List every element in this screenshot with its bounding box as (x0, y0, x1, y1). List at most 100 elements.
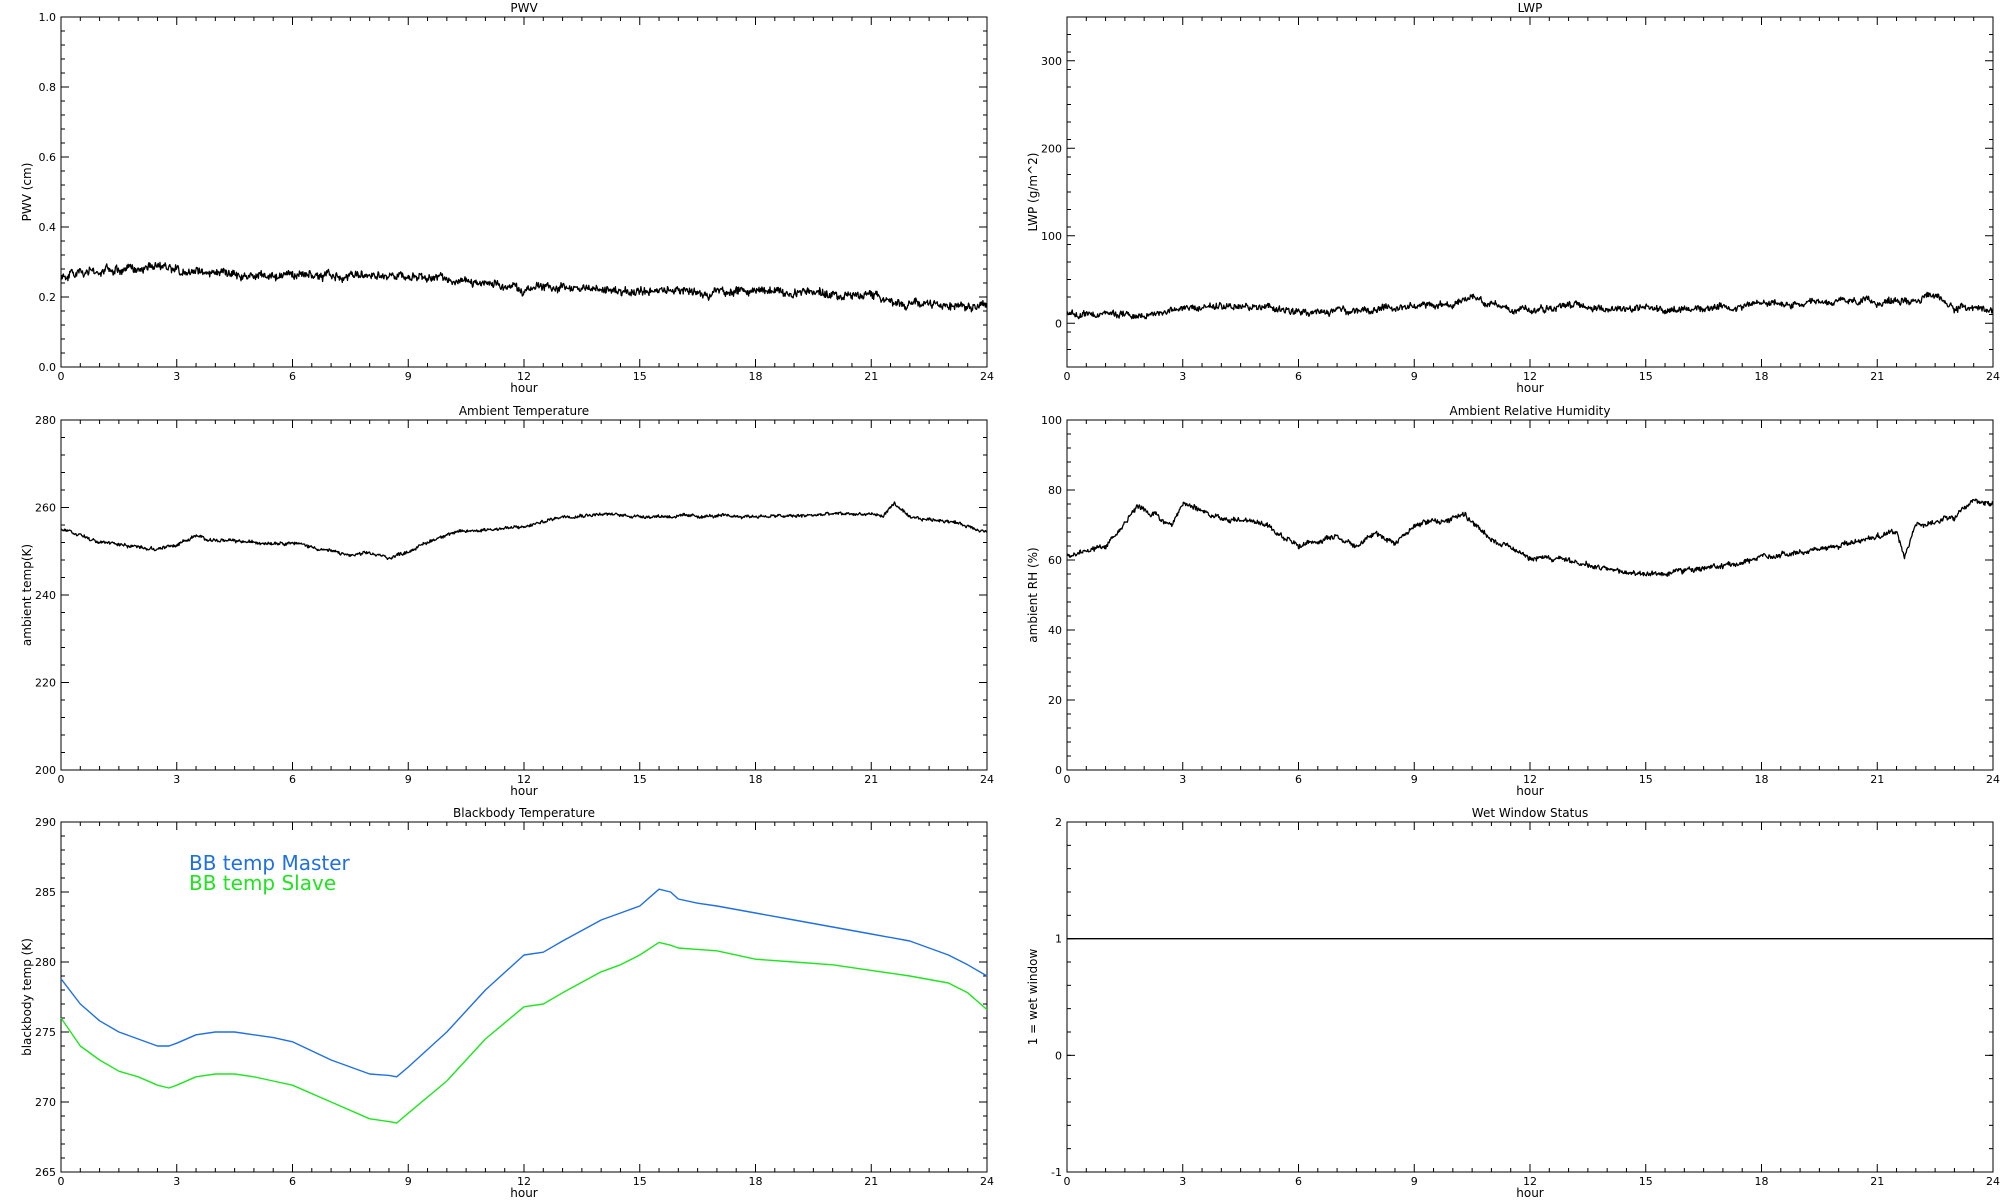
y-tick-label: 270 (35, 1096, 56, 1109)
x-tick-label: 18 (1755, 370, 1769, 383)
y-tick-label: 0.0 (39, 361, 57, 374)
y-tick-label: 100 (1041, 414, 1062, 427)
x-tick-label: 24 (980, 773, 994, 786)
x-tick-label: 21 (1870, 773, 1884, 786)
x-tick-label: 0 (58, 773, 65, 786)
series-line-1 (60, 888, 988, 1078)
x-tick-label: 18 (1755, 773, 1769, 786)
legend-entry-2: BB temp Slave (189, 871, 336, 895)
y-tick-label: 100 (1041, 230, 1062, 243)
x-tick-label: 6 (1295, 370, 1302, 383)
y-tick-label: -1 (1051, 1166, 1062, 1179)
series-line-1 (60, 261, 988, 313)
plot-frame (1066, 419, 1994, 771)
x-axis-label: hour (510, 784, 538, 798)
y-tick-label: 290 (35, 816, 56, 829)
y-tick-label: 280 (35, 414, 56, 427)
x-tick-label: 3 (1179, 1175, 1186, 1188)
x-axis-label: hour (510, 381, 538, 395)
x-tick-label: 0 (1064, 370, 1071, 383)
x-tick-label: 21 (864, 370, 878, 383)
chart-title: Blackbody Temperature (453, 806, 595, 820)
chart-title: Ambient Relative Humidity (1450, 404, 1611, 418)
x-tick-label: 3 (1179, 773, 1186, 786)
x-axis-label: hour (1516, 381, 1544, 395)
x-tick-label: 9 (1411, 370, 1418, 383)
y-tick-label: 300 (1041, 55, 1062, 68)
x-tick-label: 3 (173, 773, 180, 786)
chart-panel-2: LWP 0 3 6 9 12 15 18 21 24 hour 0 100 200 300 LWP (g/m^… (1026, 1, 2000, 395)
x-tick-label: 12 (1523, 1175, 1537, 1188)
x-tick-label: 18 (1755, 1175, 1769, 1188)
y-tick-label: 0 (1055, 1049, 1062, 1062)
x-axis-label: hour (1516, 784, 1544, 798)
y-tick-label: 2 (1055, 816, 1062, 829)
x-tick-label: 24 (980, 1175, 994, 1188)
x-tick-label: 12 (517, 1175, 531, 1188)
y-tick-label: 1.0 (39, 11, 57, 24)
x-tick-label: 15 (1639, 370, 1653, 383)
plot-frame (60, 419, 988, 771)
x-tick-label: 18 (749, 773, 763, 786)
x-tick-label: 21 (1870, 1175, 1884, 1188)
x-tick-label: 21 (864, 773, 878, 786)
chart-panel-3: Ambient Temperature 0 3 6 9 12 15 18 21 24 hour 200… (20, 404, 994, 798)
x-tick-label: 15 (633, 370, 647, 383)
y-tick-label: 20 (1048, 694, 1062, 707)
y-tick-label: 265 (35, 1166, 56, 1179)
x-tick-label: 12 (1523, 370, 1537, 383)
y-tick-label: 0.6 (39, 151, 57, 164)
x-tick-label: 0 (58, 1175, 65, 1188)
legend-entry-1: BB temp Master (189, 851, 351, 875)
y-axis-label: PWV (cm) (20, 163, 34, 222)
series-line-2 (60, 941, 988, 1124)
y-axis-label: blackbody temp (K) (20, 938, 34, 1056)
series-line-1 (1066, 291, 1994, 320)
plot-frame (1066, 821, 1994, 1173)
y-axis-label: ambient temp(K) (20, 544, 34, 646)
y-tick-label: 280 (35, 956, 56, 969)
x-tick-label: 18 (749, 370, 763, 383)
y-tick-label: 0.8 (39, 81, 57, 94)
x-axis-label: hour (510, 1186, 538, 1200)
y-tick-label: 220 (35, 677, 56, 690)
x-tick-label: 3 (173, 1175, 180, 1188)
x-tick-label: 18 (749, 1175, 763, 1188)
plot-frame (60, 16, 988, 368)
x-tick-label: 9 (405, 1175, 412, 1188)
chart-panel-5: Blackbody Temperature 0 3 6 9 12 15 18 21 24 hour 2… (20, 806, 994, 1200)
x-tick-label: 6 (289, 370, 296, 383)
chart-panel-4: Ambient Relative Humidity 0 3 6 9 12 15 18 21 24 h… (1026, 404, 2000, 798)
y-axis-label: 1 = wet window (1026, 949, 1040, 1046)
plot-frame (1066, 16, 1994, 368)
chart-panel-1: PWV 0 3 6 9 12 15 18 21 24 hour 0.0 0.2 0.4 0.6 0.8 1.0 P… (20, 1, 994, 395)
y-tick-label: 200 (35, 764, 56, 777)
chart-title: PWV (510, 1, 538, 15)
y-axis-label: ambient RH (%) (1026, 547, 1040, 642)
y-tick-label: 0 (1055, 317, 1062, 330)
x-tick-label: 15 (1639, 773, 1653, 786)
x-tick-label: 24 (1986, 773, 2000, 786)
x-tick-label: 24 (980, 370, 994, 383)
x-tick-label: 21 (1870, 370, 1884, 383)
x-tick-label: 21 (864, 1175, 878, 1188)
x-tick-label: 9 (405, 370, 412, 383)
y-tick-label: 1 (1055, 933, 1062, 946)
chart-title: Ambient Temperature (459, 404, 589, 418)
y-tick-label: 275 (35, 1026, 56, 1039)
series-line-1 (1066, 498, 1994, 577)
x-axis-label: hour (1516, 1186, 1544, 1200)
x-tick-label: 3 (1179, 370, 1186, 383)
y-tick-label: 0 (1055, 764, 1062, 777)
y-tick-label: 40 (1048, 624, 1062, 637)
y-tick-label: 60 (1048, 554, 1062, 567)
series-line-1 (60, 501, 988, 561)
x-tick-label: 12 (517, 773, 531, 786)
chart-title: LWP (1518, 1, 1543, 15)
x-tick-label: 6 (289, 773, 296, 786)
y-tick-label: 200 (1041, 142, 1062, 155)
x-tick-label: 9 (405, 773, 412, 786)
x-tick-label: 24 (1986, 370, 2000, 383)
